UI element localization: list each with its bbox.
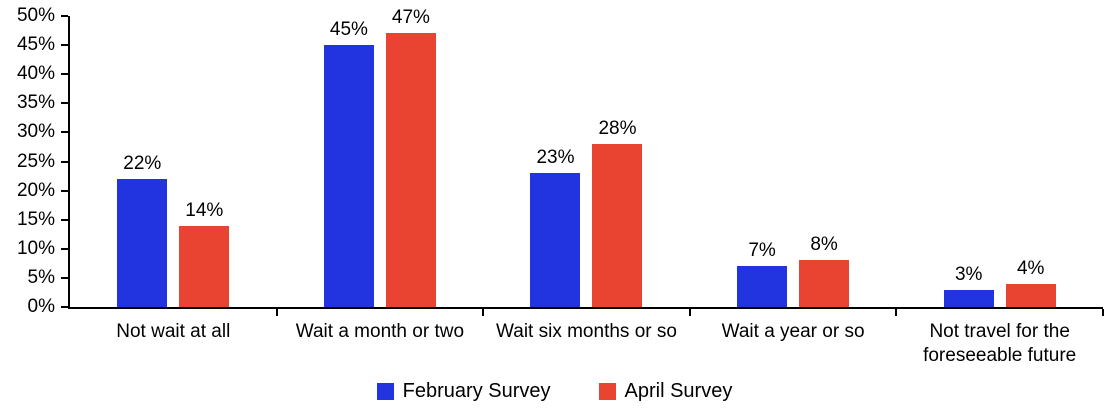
x-tick-mark bbox=[1102, 309, 1104, 316]
legend: February Survey April Survey bbox=[6, 380, 1103, 403]
legend-swatch bbox=[376, 382, 394, 400]
x-tick-mark bbox=[688, 309, 691, 316]
y-tick-mark bbox=[61, 73, 68, 76]
y-tick-mark bbox=[61, 15, 68, 17]
legend-item: February Survey bbox=[376, 379, 551, 403]
y-tick-label: 50% bbox=[16, 5, 55, 26]
y-tick-label: 40% bbox=[16, 63, 55, 85]
x-axis: Not wait at all Wait a month or two Wait s… bbox=[6, 309, 1103, 368]
x-category-label: Not travel for the foreseeable future bbox=[923, 321, 1077, 366]
x-axis-labels: Not wait at all Wait a month or two Wait s… bbox=[70, 309, 1103, 368]
y-tick-label: 0% bbox=[27, 296, 55, 317]
x-category-label: Wait a month or two bbox=[295, 321, 465, 342]
bar-group: 22% 14% bbox=[70, 16, 277, 307]
bar-wrap: 4% bbox=[1005, 257, 1056, 307]
x-category-label: Wait six months or so bbox=[496, 321, 677, 342]
y-tick-label: 10% bbox=[16, 237, 55, 259]
bar-april-survey bbox=[179, 225, 230, 307]
y-tick-mark bbox=[61, 189, 68, 192]
legend-swatch bbox=[598, 382, 616, 400]
y-tick-label: 30% bbox=[16, 121, 55, 143]
bar-april-survey bbox=[799, 260, 850, 307]
y-tick-mark bbox=[61, 247, 68, 250]
x-tick-mark bbox=[482, 309, 485, 316]
bar-february-survey bbox=[117, 178, 168, 307]
bar-value-label: 22% bbox=[123, 152, 162, 174]
legend-label: February Survey bbox=[402, 379, 551, 402]
y-tick-mark bbox=[61, 102, 68, 105]
bar-value-label: 23% bbox=[536, 147, 575, 169]
y-tick-mark bbox=[61, 131, 68, 134]
y-tick-mark bbox=[61, 306, 68, 308]
bar-april-survey bbox=[385, 33, 436, 307]
bar-february-survey bbox=[943, 289, 994, 307]
y-tick-mark bbox=[61, 218, 68, 221]
bar-group: 7% 8% bbox=[690, 16, 897, 307]
bar-february-survey bbox=[530, 173, 581, 307]
x-tick-mark bbox=[895, 309, 898, 316]
bar-wrap: 28% bbox=[592, 118, 643, 307]
bar-group: 3% 4% bbox=[896, 16, 1103, 307]
legend-label: April Survey bbox=[624, 379, 733, 402]
bar-group: 45% 47% bbox=[277, 7, 484, 307]
bar-april-survey bbox=[1005, 283, 1056, 307]
x-tick-mark bbox=[275, 309, 278, 316]
bar-group: 23% 28% bbox=[483, 16, 690, 307]
bar-value-label: 28% bbox=[598, 118, 637, 140]
plot-area: 22% 14% 45% 47% 23% 28% 7% 8% 3% 4% bbox=[68, 7, 1104, 316]
x-category-label: Wait a year or so bbox=[721, 321, 865, 342]
bar-wrap: 3% bbox=[943, 263, 994, 307]
bar-value-label: 7% bbox=[748, 240, 776, 262]
y-axis: 0% 5% 10% 15% 20% 25% 30% 35% 40% 45% 50% bbox=[6, 5, 68, 317]
bar-value-label: 45% bbox=[329, 19, 368, 41]
y-tick-mark bbox=[61, 160, 68, 163]
bar-wrap: 45% bbox=[323, 19, 374, 307]
bar-april-survey bbox=[592, 144, 643, 307]
bar-wrap: 14% bbox=[179, 199, 230, 307]
bar-value-label: 14% bbox=[185, 199, 224, 221]
bar-february-survey bbox=[737, 266, 788, 307]
x-category-label: Not wait at all bbox=[116, 321, 231, 342]
y-tick-label: 20% bbox=[16, 179, 55, 201]
y-tick-label: 35% bbox=[16, 92, 55, 114]
bar-value-label: 4% bbox=[1016, 257, 1045, 279]
bar-wrap: 22% bbox=[117, 152, 168, 307]
y-tick-label: 15% bbox=[16, 208, 55, 230]
legend-item: April Survey bbox=[598, 379, 733, 403]
bar-wrap: 23% bbox=[530, 147, 581, 307]
y-tick-mark bbox=[61, 276, 68, 279]
y-tick-label: 25% bbox=[16, 150, 55, 172]
bar-wrap: 8% bbox=[799, 234, 850, 307]
bar-february-survey bbox=[323, 45, 374, 307]
bar-value-label: 8% bbox=[810, 234, 838, 256]
y-tick-mark bbox=[61, 44, 68, 47]
bar-value-label: 3% bbox=[954, 263, 983, 285]
bar-wrap: 47% bbox=[385, 7, 436, 307]
plot-row: 0% 5% 10% 15% 20% 25% 30% 35% 40% 45% 50% 22% 14% 45… bbox=[6, 5, 1104, 317]
bar-wrap: 7% bbox=[737, 240, 788, 307]
bar-value-label: 47% bbox=[391, 7, 430, 29]
y-tick-label: 5% bbox=[27, 266, 55, 288]
y-tick-label: 45% bbox=[16, 34, 55, 56]
